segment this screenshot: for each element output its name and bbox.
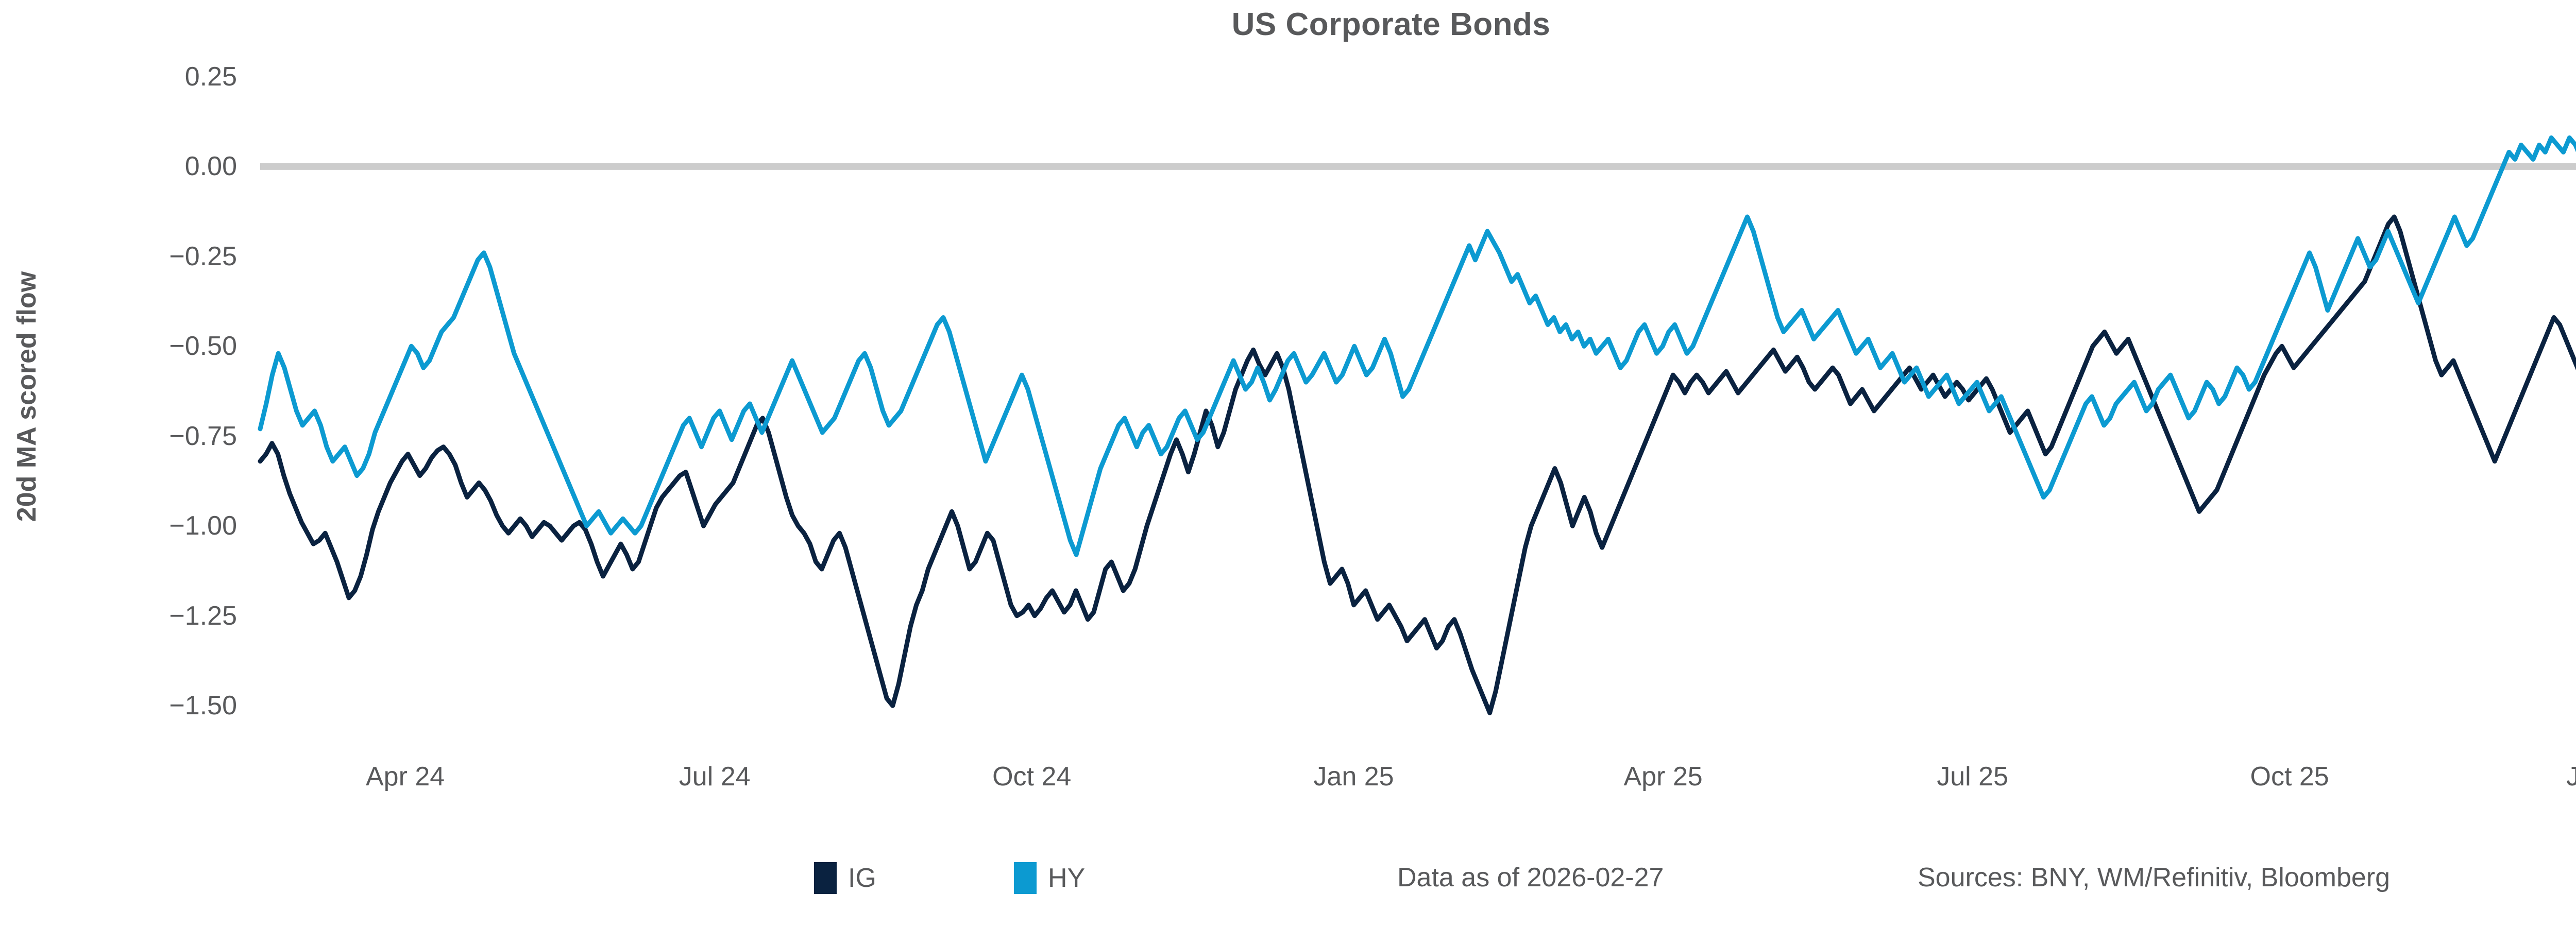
series-line-hy [258, 135, 2576, 557]
x-tick-label: Jul 24 [679, 762, 751, 792]
series-line-ig [258, 214, 2576, 715]
legend-label-hy: HY [1048, 863, 1086, 893]
chart-footer: IG HY Data as of 2026-02-27 Sources: BNY… [0, 855, 2576, 912]
legend-item-ig[interactable]: IG [814, 862, 876, 894]
y-tick-label: −1.00 [169, 511, 237, 541]
y-tick-label: −1.50 [169, 691, 237, 721]
y-tick-label: −0.75 [169, 421, 237, 451]
y-tick-label: −1.25 [169, 600, 237, 631]
x-tick-label: Jan 25 [1313, 762, 1394, 792]
legend-item-hy[interactable]: HY [1014, 862, 1085, 894]
x-tick-label: Apr 25 [1623, 762, 1703, 792]
x-tick-label: Apr 24 [365, 762, 445, 792]
y-axis-tick-labels: 0.25 0.00 −0.25 −0.50 −0.75 −1.00 −1.25 −1.50 [52, 0, 237, 927]
data-as-of-note: Data as of 2026-02-27 [1397, 863, 1664, 892]
y-tick-label: −0.50 [169, 331, 237, 362]
y-tick-label: 0.25 [184, 61, 237, 92]
y-tick-label: 0.00 [184, 151, 237, 182]
x-tick-label: Jul 25 [1937, 762, 2009, 792]
page-title: US Corporate Bonds [1231, 7, 1551, 42]
data-series-group [258, 135, 2576, 715]
sources-note: Sources: BNY, WM/Refinitiv, Bloomberg [1918, 863, 2391, 892]
legend-label-ig: IG [848, 863, 876, 893]
y-tick-label: −0.25 [169, 241, 237, 271]
x-tick-label: Oct 24 [992, 762, 1072, 792]
legend-swatch-ig [814, 862, 837, 894]
x-tick-label: Oct 25 [2250, 762, 2329, 792]
legend-swatch-hy [1014, 862, 1037, 894]
x-tick-label: Jan 26 [2566, 762, 2576, 792]
